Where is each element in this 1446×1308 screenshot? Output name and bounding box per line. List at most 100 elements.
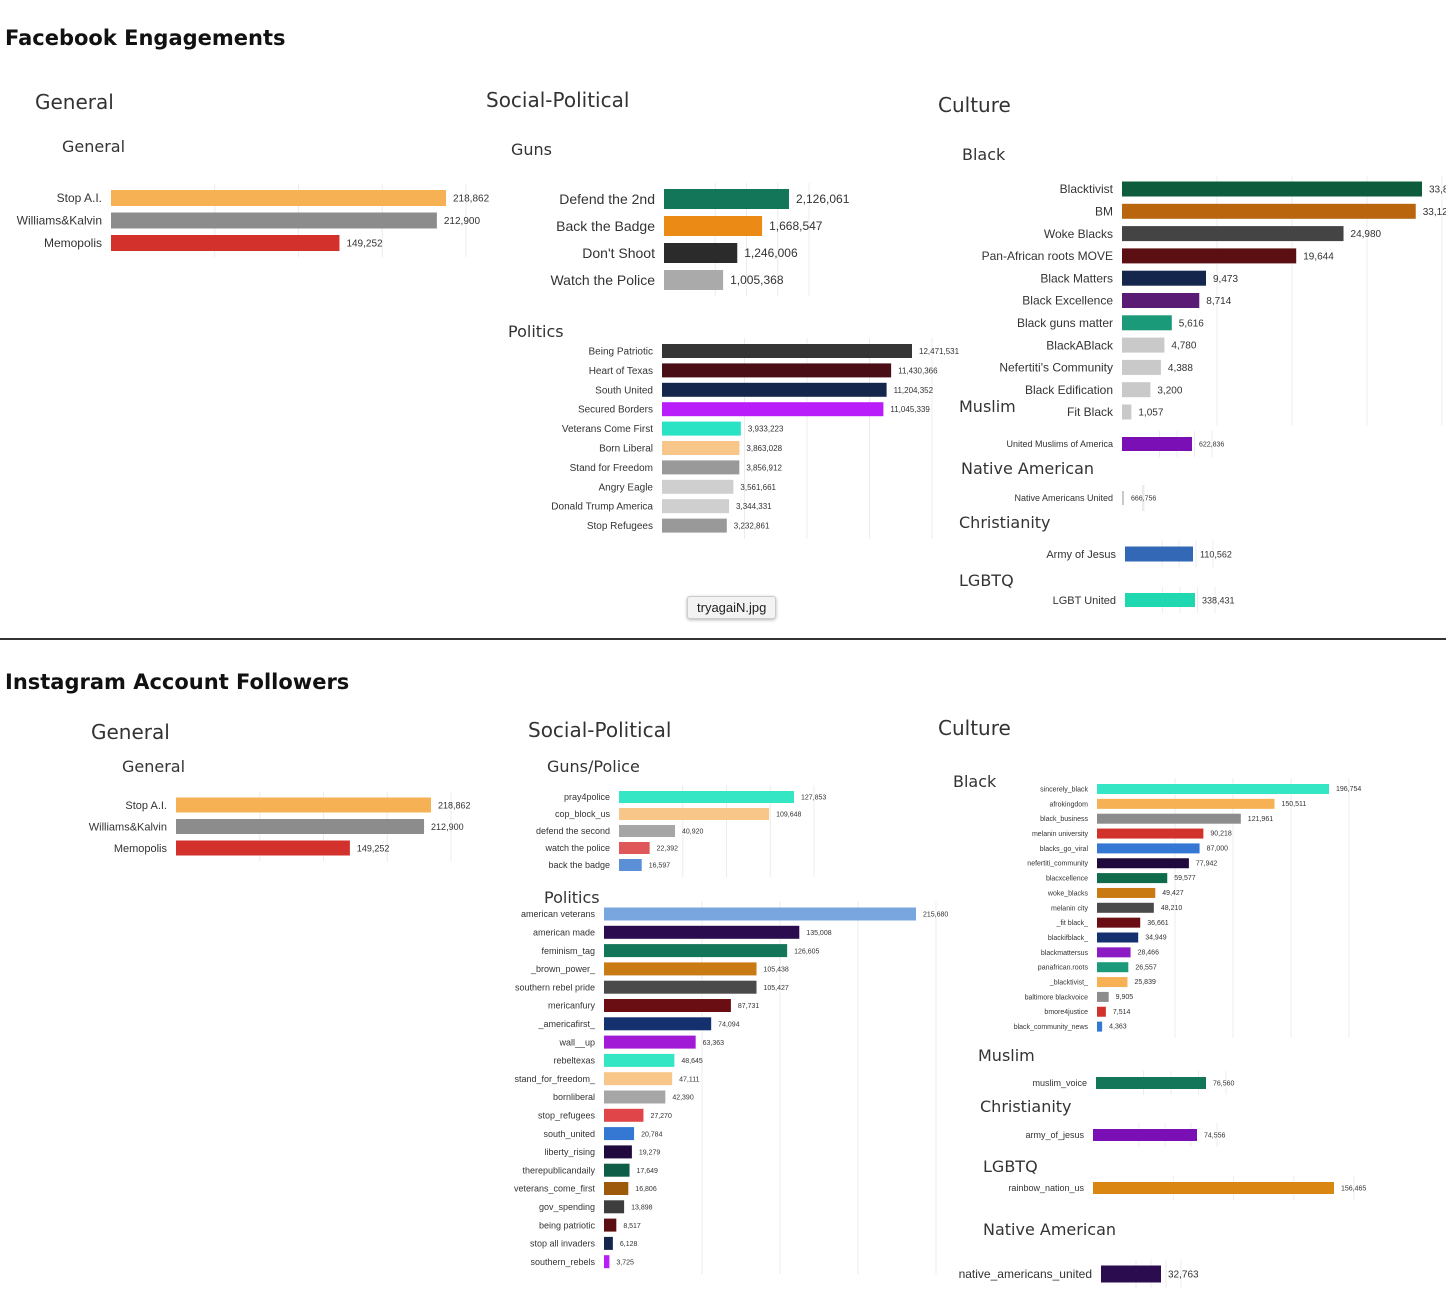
value-label: 59,577	[1174, 875, 1196, 882]
fb-culture-heading: Culture	[938, 93, 1011, 117]
value-label: 1,668,547	[769, 219, 823, 233]
value-label: 1,005,368	[730, 273, 784, 287]
value-label: 3,725	[616, 1259, 634, 1266]
category-label: blacks_go_viral	[1040, 846, 1089, 853]
bar	[662, 421, 741, 436]
value-label: 74,094	[718, 1022, 740, 1029]
bar	[604, 1200, 625, 1214]
category-label: south_united	[543, 1129, 595, 1139]
bar	[1097, 828, 1204, 839]
category-label: Pan-African roots MOVE	[982, 249, 1113, 263]
value-label: 149,252	[357, 843, 390, 853]
bar	[176, 819, 425, 834]
value-label: 135,008	[806, 930, 831, 937]
category-label: Black Edification	[1025, 383, 1113, 397]
category-label: Donald Trump America	[551, 502, 653, 513]
category-label: watch the police	[544, 843, 610, 853]
bar	[1097, 917, 1141, 928]
bar	[604, 925, 800, 939]
value-label: 338,431	[1202, 595, 1235, 605]
bar	[662, 518, 727, 533]
category-label: BM	[1095, 205, 1113, 219]
bar	[1122, 437, 1192, 451]
category-label: stand_for_freedom_	[514, 1074, 596, 1084]
value-label: 28,466	[1138, 949, 1160, 956]
value-label: 121,961	[1248, 816, 1273, 823]
value-label: 40,920	[682, 829, 704, 836]
bar	[604, 1090, 666, 1104]
category-label: rebeltexas	[553, 1056, 595, 1066]
fb-general-chart: Stop A.I. 218,862 Williams&Kalvin 212,900 Me…	[17, 184, 490, 257]
bar	[1097, 932, 1139, 943]
category-label: Stop A.I.	[125, 800, 167, 812]
category-label: Watch the Police	[550, 272, 655, 288]
value-label: 3,561,661	[740, 483, 776, 492]
value-label: 22,392	[657, 846, 679, 853]
value-label: 218,862	[438, 800, 471, 810]
bar	[604, 962, 757, 976]
fb-general-heading: General	[35, 90, 114, 114]
value-label: 3,200	[1157, 385, 1182, 396]
fb-christianity-chart: Army of Jesus 110,562	[1046, 540, 1232, 568]
value-label: 47,111	[679, 1076, 699, 1083]
category-label: stop all invaders	[530, 1239, 596, 1249]
fb-guns-subheading: Guns	[511, 140, 553, 159]
category-label: bornliberal	[553, 1092, 595, 1102]
value-label: 76,560	[1213, 1081, 1235, 1088]
value-label: 4,780	[1171, 341, 1196, 352]
category-label: blacxcellence	[1046, 876, 1088, 883]
value-label: 3,856,912	[746, 463, 782, 472]
value-label: 33,828	[1429, 185, 1446, 196]
bar	[1097, 843, 1200, 854]
category-label: stop_refugees	[538, 1110, 596, 1120]
ig-black-subheading: Black	[953, 772, 997, 791]
bar	[1122, 293, 1200, 308]
value-label: 63,363	[703, 1040, 725, 1047]
bar	[619, 791, 794, 803]
bar	[619, 842, 650, 854]
value-label: 32,763	[1168, 1270, 1199, 1281]
ig-native-american-subheading: Native American	[983, 1220, 1117, 1239]
category-label: _brown_power_	[530, 964, 596, 974]
category-label: Stop A.I.	[57, 191, 102, 205]
bar	[1096, 1077, 1206, 1089]
ig-politics-subheading: Politics	[544, 888, 600, 907]
fb-muslim-subheading: Muslim	[959, 397, 1016, 416]
ig-social-political-heading: Social-Political	[528, 718, 672, 742]
bar	[1125, 593, 1195, 607]
fb-general-subheading: General	[62, 137, 126, 156]
file-name-label: tryagaiN.jpg	[687, 596, 777, 619]
bar	[604, 1163, 630, 1177]
fb-christianity-subheading: Christianity	[959, 513, 1051, 532]
category-label: back the badge	[548, 860, 610, 870]
bar	[1122, 226, 1344, 242]
category-label: american veterans	[521, 909, 596, 919]
bar	[1122, 337, 1165, 353]
category-label: gov_spending	[539, 1202, 595, 1212]
value-label: 19,644	[1303, 252, 1334, 263]
value-label: 26,557	[1135, 964, 1157, 971]
value-label: 24,980	[1351, 229, 1382, 240]
bar	[111, 212, 437, 229]
bar	[662, 479, 734, 494]
bar	[619, 825, 676, 837]
bar	[1097, 858, 1189, 869]
bar	[1122, 491, 1124, 505]
ig-muslim-subheading: Muslim	[978, 1046, 1035, 1065]
category-label: Veterans Come First	[562, 424, 653, 435]
section-divider	[0, 638, 1446, 640]
bar	[1097, 991, 1109, 1002]
category-label: South United	[595, 385, 653, 396]
fb-native-american-chart: Native Americans United 666,756	[1014, 485, 1156, 511]
category-label: Fit Black	[1067, 405, 1114, 419]
instagram-section-title: Instagram Account Followers	[5, 670, 350, 694]
category-label: Back the Badge	[556, 218, 655, 234]
value-label: 11,430,366	[898, 366, 938, 375]
fb-politics-subheading: Politics	[508, 322, 564, 341]
bar	[604, 1236, 613, 1250]
category-label: Memopolis	[114, 843, 168, 855]
value-label: 109,648	[776, 812, 801, 819]
bar	[604, 1053, 675, 1067]
